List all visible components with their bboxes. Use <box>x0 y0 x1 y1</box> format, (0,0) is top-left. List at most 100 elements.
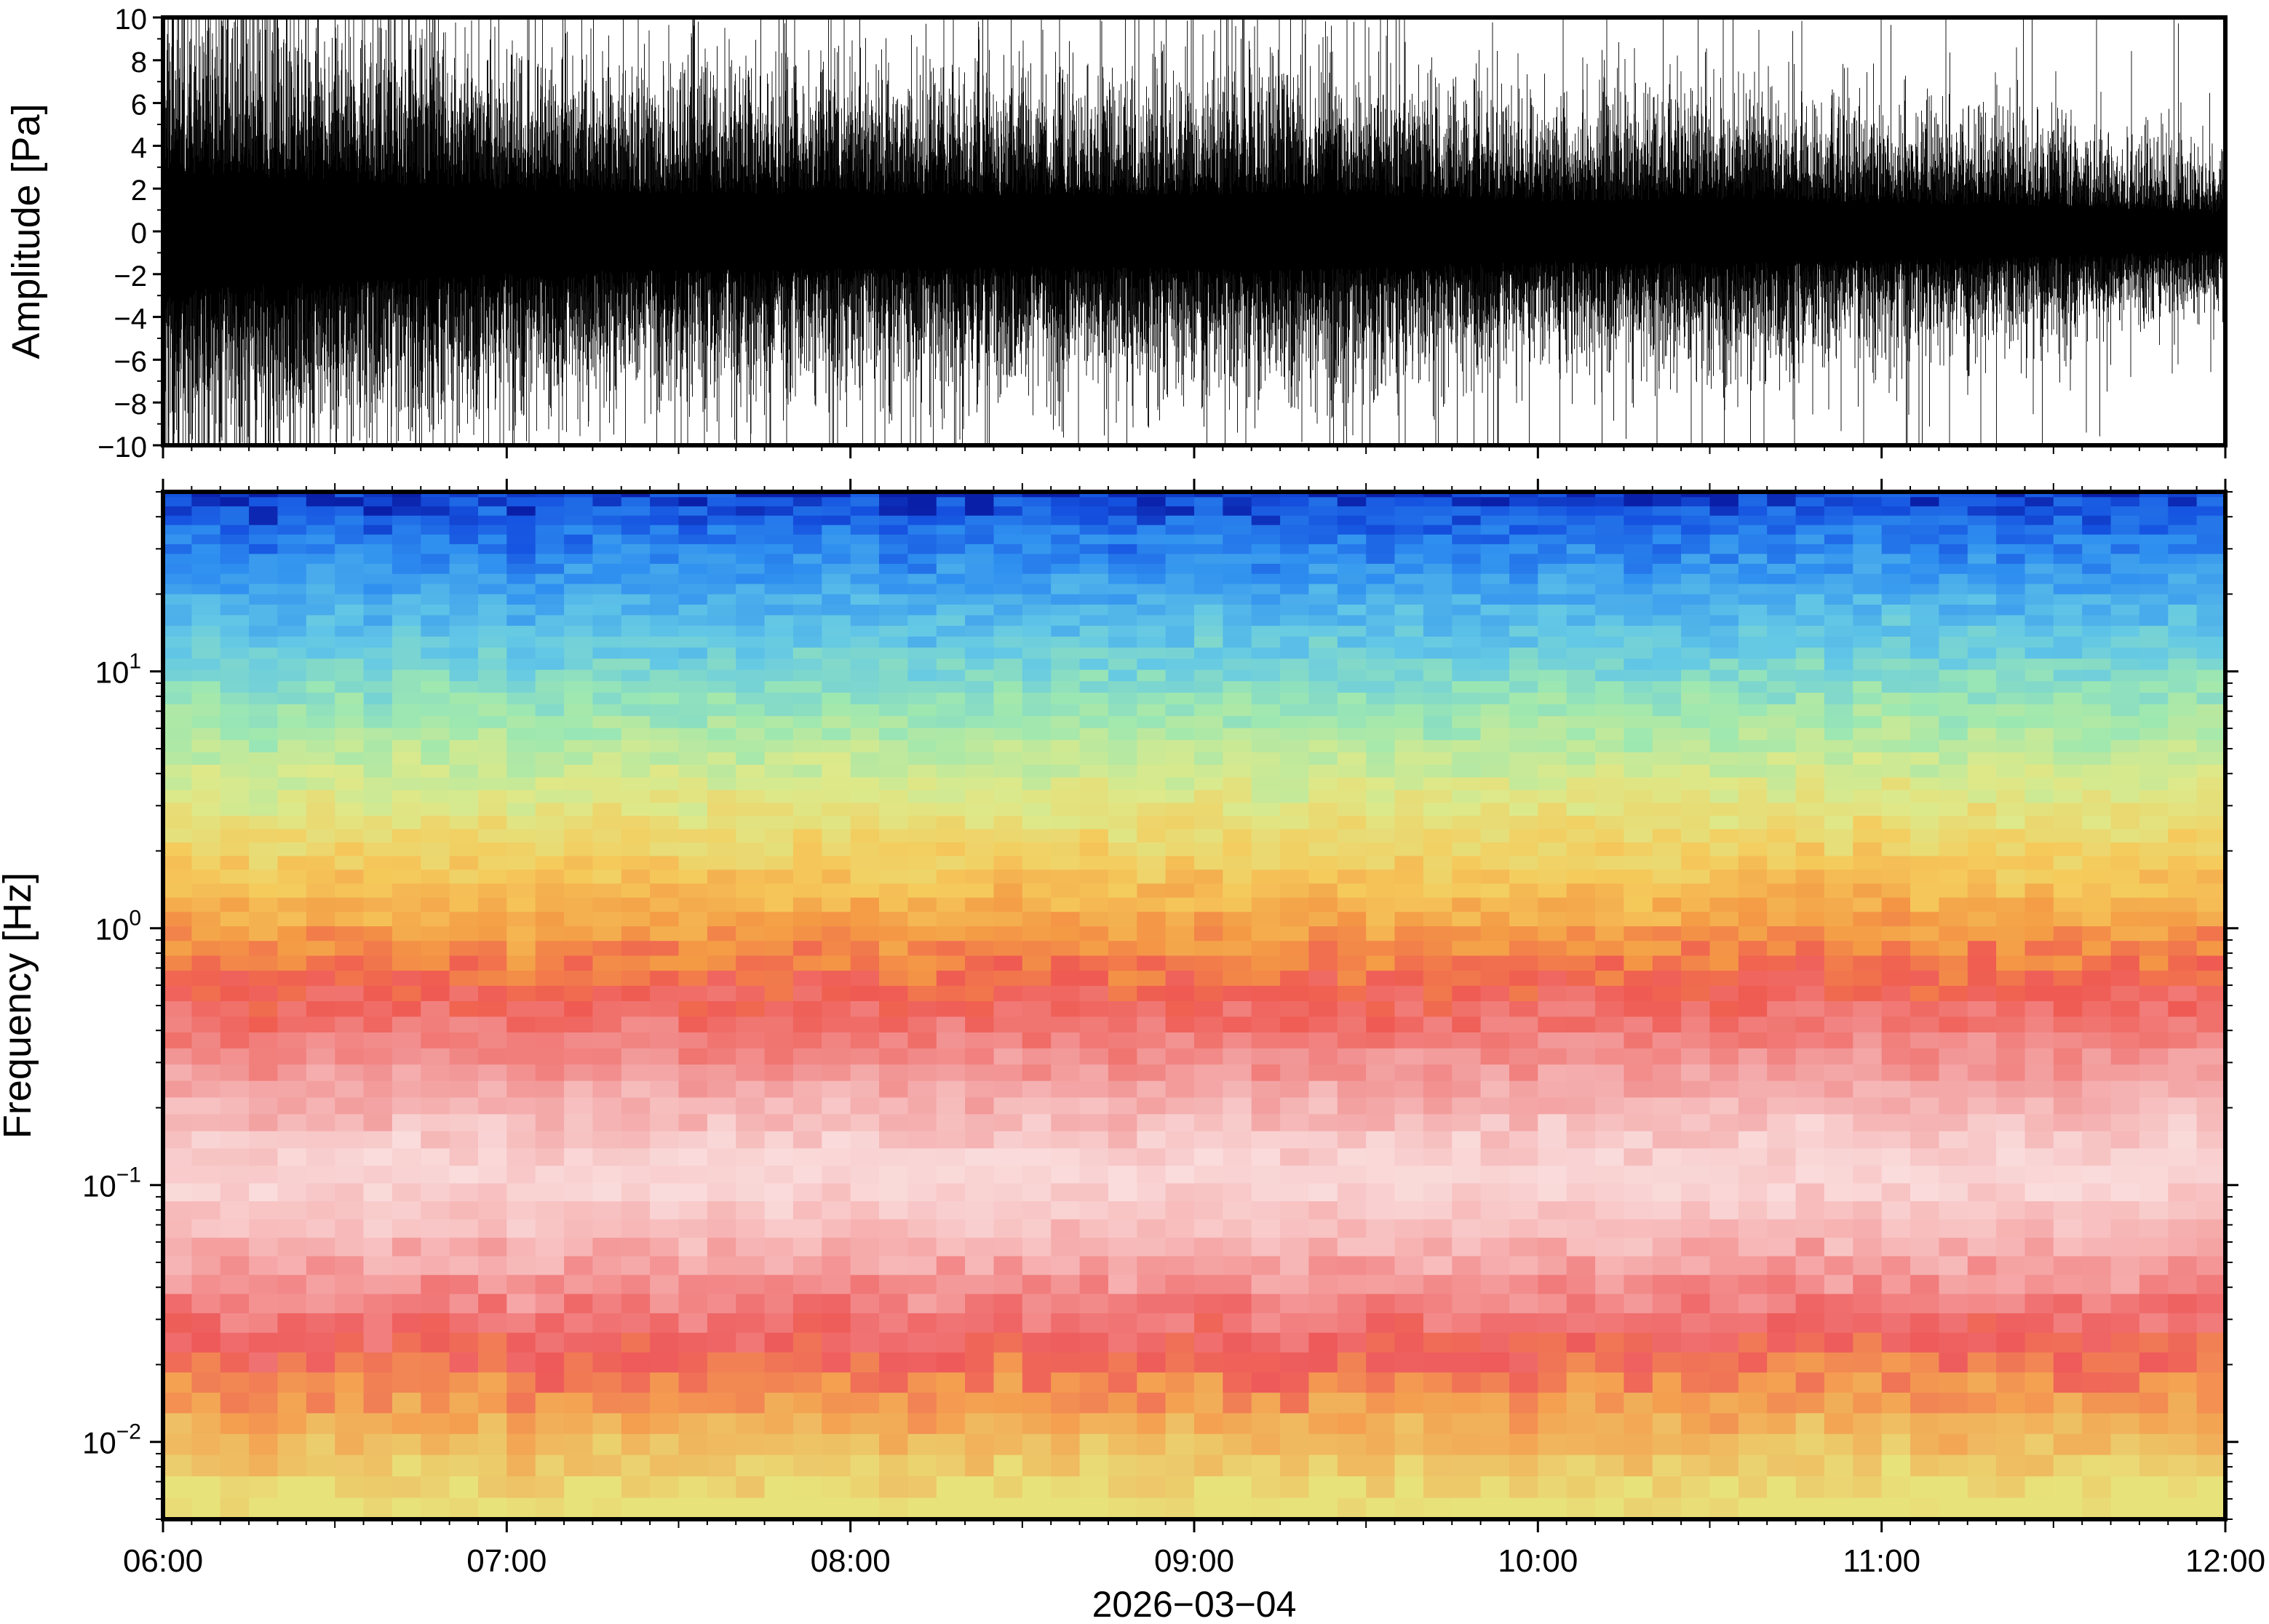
spectrogram-cell <box>1681 573 1711 584</box>
spectrogram-cell <box>1079 496 1109 506</box>
spectrogram-cell <box>650 802 680 816</box>
spectrogram-cell <box>191 1165 221 1184</box>
spectrogram-cell <box>1452 1048 1482 1065</box>
spectrogram-cell <box>1738 842 1768 856</box>
spectrogram-cell <box>1366 1131 1396 1149</box>
spectrogram-cell <box>650 1032 680 1048</box>
spectrogram-cell <box>2024 1096 2054 1115</box>
spectrogram-cell <box>1137 553 1167 564</box>
spectrogram-cell <box>1538 985 1567 1001</box>
spectrogram-cell <box>792 1147 822 1166</box>
spectrogram-cell <box>965 680 995 693</box>
spectrogram-cell <box>1280 625 1310 637</box>
spectrogram-cell <box>1022 534 1052 544</box>
spectrogram-cell <box>191 970 221 986</box>
spectrogram-cell <box>249 1219 279 1238</box>
spectrogram-cell <box>850 515 880 525</box>
spectrogram-cell <box>1165 515 1195 525</box>
spectrogram-cell <box>535 584 565 594</box>
spectrogram-cell <box>1652 869 1682 884</box>
spectrogram-cell <box>1165 1032 1195 1048</box>
spectrogram-cell <box>592 1000 622 1017</box>
spectrogram-cell <box>650 492 680 498</box>
spectrogram-cell <box>1595 496 1625 506</box>
spectrogram-cell <box>249 534 279 544</box>
spectrogram-cell <box>1709 553 1739 564</box>
spectrogram-cell <box>1423 1113 1453 1131</box>
spectrogram-cell <box>1079 1201 1109 1219</box>
spectrogram-cell <box>1681 1016 1711 1032</box>
spectrogram-cell <box>1165 704 1195 717</box>
spectrogram-cell <box>535 1352 565 1373</box>
spectrogram-cell <box>1910 1372 1939 1393</box>
spectrogram-cell <box>564 1454 594 1476</box>
spectrogram-cell <box>907 1392 937 1414</box>
spectrogram-cell <box>1709 647 1739 659</box>
spectrogram-cell <box>1681 1064 1711 1081</box>
spectrogram-cell <box>1079 985 1109 1001</box>
spectrogram-cell <box>1251 815 1281 829</box>
spectrogram-cell <box>792 752 822 765</box>
spectrogram-cell <box>220 553 250 564</box>
spectrogram-cell <box>191 1182 221 1201</box>
spectrogram-cell <box>993 553 1023 564</box>
spectrogram-cell <box>363 1016 393 1032</box>
spectrogram-cell <box>965 842 995 856</box>
spectrogram-cell <box>1394 1255 1424 1275</box>
spectrogram-cell <box>1939 614 1968 626</box>
spectrogram-cell <box>421 1000 450 1017</box>
spectrogram-cell <box>1681 842 1711 856</box>
spectrogram-cell <box>2053 926 2083 942</box>
spectrogram-cell <box>1108 1237 1137 1257</box>
spectrogram-cell <box>277 1313 307 1333</box>
spectrogram-cell <box>1223 525 1252 535</box>
spectrogram-cell <box>1853 1237 1883 1257</box>
spectrogram-cell <box>449 1497 479 1519</box>
spectrogram-cell <box>1280 1255 1310 1275</box>
spectrogram-cell <box>1194 563 1223 574</box>
spectrogram-cell <box>421 764 450 778</box>
spectrogram-cell <box>1137 815 1167 829</box>
spectrogram-cell <box>1595 1293 1625 1313</box>
spectrogram-cell <box>1881 553 1911 564</box>
spectrogram-cell <box>2053 1064 2083 1081</box>
spectrogram-cell <box>506 1165 536 1184</box>
spectrogram-cell <box>191 1000 221 1017</box>
spectrogram-cell <box>1194 1219 1223 1238</box>
spectrogram-cell <box>1509 636 1538 648</box>
spectrogram-cell <box>1967 842 1997 856</box>
spectrogram-cell <box>335 515 365 525</box>
spectrogram-column <box>163 492 192 1519</box>
spectrogram-cell <box>1853 1000 1883 1017</box>
spectrogram-cell <box>993 897 1023 912</box>
spectrogram-cell <box>1251 680 1281 693</box>
spectrogram-cell <box>1595 584 1625 594</box>
spectrogram-cell <box>449 789 479 803</box>
spectrogram-cell <box>1939 842 1968 856</box>
spectrogram-cell <box>850 1096 880 1115</box>
spectrogram-cell <box>1681 594 1711 605</box>
spectrogram-cell <box>1795 883 1825 898</box>
spectrogram-cell <box>1681 625 1711 637</box>
spectrogram-cell <box>1394 1476 1424 1498</box>
spectrogram-cell <box>1137 563 1167 574</box>
spectrogram-cell <box>1194 789 1223 803</box>
spectrogram-cell <box>1165 789 1195 803</box>
spectrogram-cell <box>707 911 736 927</box>
spectrogram-cell <box>1251 1497 1281 1519</box>
spectrogram-cell <box>220 955 250 971</box>
spectrogram-cell <box>1939 883 1968 898</box>
spectrogram-cell <box>1795 802 1825 816</box>
spectrogram-cell <box>1223 1255 1252 1275</box>
spectrogram-cell <box>1767 776 1797 790</box>
spectrogram-cell <box>277 1352 307 1373</box>
spectrogram-cell <box>879 1131 908 1149</box>
spectrogram-cell <box>449 1352 479 1373</box>
spectrogram-cell <box>1538 544 1567 554</box>
spectrogram-cell <box>736 658 766 670</box>
spectrogram-cell <box>277 658 307 670</box>
spectrogram-cell <box>478 1032 507 1048</box>
spectrogram-cell <box>792 534 822 544</box>
spectrogram-cell <box>1853 1096 1883 1115</box>
spectrogram-cell <box>736 1032 766 1048</box>
